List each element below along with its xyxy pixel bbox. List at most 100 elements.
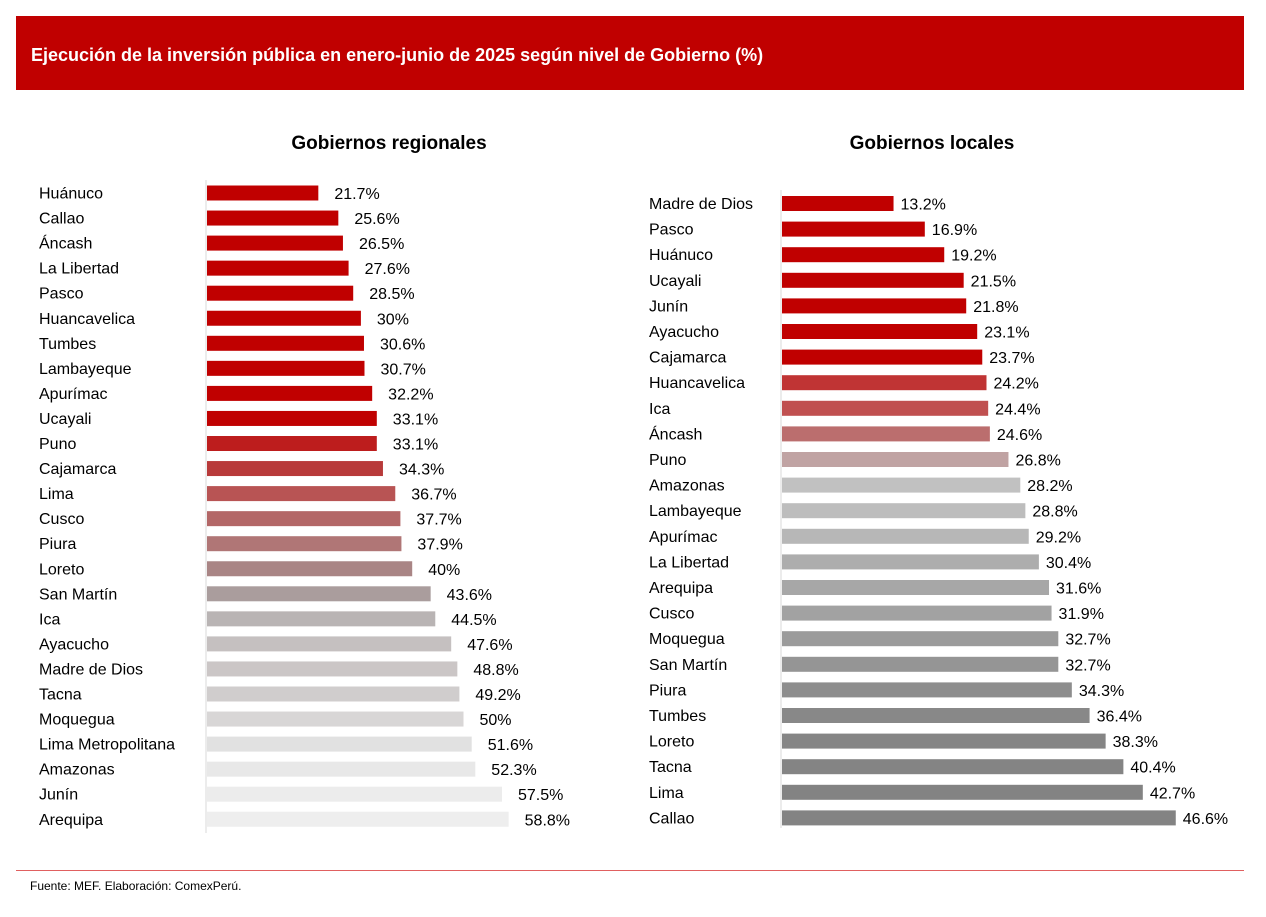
bar: [782, 477, 1021, 493]
bar: [782, 452, 1009, 467]
data-label: 27.6%: [365, 261, 410, 278]
bar: [207, 586, 431, 602]
data-label: 21.7%: [334, 186, 379, 203]
data-label: 25.6%: [354, 211, 399, 228]
category-label: Ayacucho: [649, 324, 719, 341]
category-label: Piura: [649, 682, 686, 699]
data-label: 32.2%: [388, 386, 433, 403]
data-label: 49.2%: [475, 687, 520, 704]
category-label: Amazonas: [39, 762, 115, 779]
category-label: Arequipa: [39, 812, 103, 829]
data-label: 16.9%: [932, 222, 977, 239]
bar: [207, 185, 319, 201]
category-label: Amazonas: [649, 478, 725, 495]
category-label: Apurímac: [649, 529, 717, 546]
data-label: 32.7%: [1065, 632, 1110, 649]
data-label: 28.2%: [1027, 478, 1072, 495]
category-label: Ayacucho: [39, 636, 109, 653]
bar: [782, 656, 1059, 672]
category-label: Moquegua: [39, 712, 115, 729]
category-label: Moquegua: [649, 631, 725, 648]
category-label: Tacna: [649, 759, 692, 776]
category-label: Apurímac: [39, 386, 107, 403]
category-label: Puno: [39, 436, 76, 453]
data-label: 19.2%: [951, 248, 996, 265]
data-label: 51.6%: [488, 737, 533, 754]
bar: [782, 580, 1050, 595]
bar: [207, 636, 452, 652]
data-label: 23.1%: [984, 325, 1029, 342]
bar: [782, 426, 990, 442]
data-label: 58.8%: [525, 812, 570, 829]
category-label: Áncash: [39, 234, 92, 253]
bar: [207, 811, 509, 827]
category-label: Madre de Dios: [649, 196, 753, 213]
bar: [782, 784, 1143, 800]
bar: [207, 511, 401, 527]
category-label: San Martín: [649, 657, 727, 674]
data-label: 30%: [377, 311, 409, 328]
regional-chart-title: Gobiernos regionales: [291, 133, 487, 154]
data-label: 46.6%: [1183, 811, 1228, 828]
category-label: Arequipa: [649, 580, 713, 597]
bar: [207, 686, 460, 702]
category-label: Tumbes: [39, 336, 96, 353]
data-label: 33.1%: [393, 437, 438, 454]
data-label: 44.5%: [451, 612, 496, 629]
category-label: Madre de Dios: [39, 661, 143, 678]
bar: [207, 611, 436, 627]
category-label: Loreto: [649, 734, 694, 751]
data-label: 26.8%: [1015, 453, 1060, 470]
bar: [207, 786, 502, 802]
bar: [207, 385, 373, 401]
bar: [207, 711, 464, 727]
data-label: 36.7%: [411, 487, 456, 504]
bar: [782, 503, 1026, 519]
bar: [782, 375, 987, 391]
category-label: La Libertad: [649, 554, 729, 571]
category-label: San Martín: [39, 586, 117, 603]
category-label: Lambayeque: [39, 361, 132, 378]
bar: [207, 536, 402, 552]
bar: [207, 761, 476, 777]
bar: [782, 221, 925, 237]
bar: [782, 733, 1106, 749]
bar: [782, 247, 945, 263]
category-label: Lima Metropolitana: [39, 737, 175, 754]
category-label: Cusco: [649, 606, 694, 623]
category-label: Lima: [39, 486, 74, 503]
data-label: 24.2%: [993, 376, 1038, 393]
data-label: 36.4%: [1097, 709, 1142, 726]
category-label: Loreto: [39, 561, 84, 578]
bar: [207, 260, 349, 276]
data-label: 50%: [480, 712, 512, 729]
bar: [782, 349, 983, 365]
data-label: 57.5%: [518, 787, 563, 804]
data-label: 13.2%: [901, 197, 946, 214]
bar: [782, 298, 967, 314]
data-label: 21.8%: [973, 299, 1018, 316]
category-label: Piura: [39, 536, 76, 553]
data-label: 42.7%: [1150, 785, 1195, 802]
category-label: Lambayeque: [649, 503, 742, 520]
data-label: 29.2%: [1036, 529, 1081, 546]
header-banner: Ejecución de la inversión pública en ene…: [16, 16, 1244, 90]
bar: [782, 605, 1052, 621]
data-label: 31.6%: [1056, 581, 1101, 598]
category-label: Tumbes: [649, 708, 706, 725]
data-label: 40%: [428, 562, 460, 579]
bar: [207, 310, 361, 326]
bar: [207, 210, 339, 226]
category-label: Huánuco: [39, 186, 103, 203]
bar: [207, 436, 377, 451]
data-label: 47.6%: [467, 637, 512, 654]
category-label: Ica: [39, 611, 60, 628]
data-label: 30.7%: [380, 361, 425, 378]
data-label: 48.8%: [473, 662, 518, 679]
category-label: Callao: [649, 810, 694, 827]
bar: [207, 360, 365, 376]
data-label: 32.7%: [1065, 657, 1110, 674]
footer-divider: [16, 870, 1244, 871]
data-label: 30.4%: [1046, 555, 1091, 572]
